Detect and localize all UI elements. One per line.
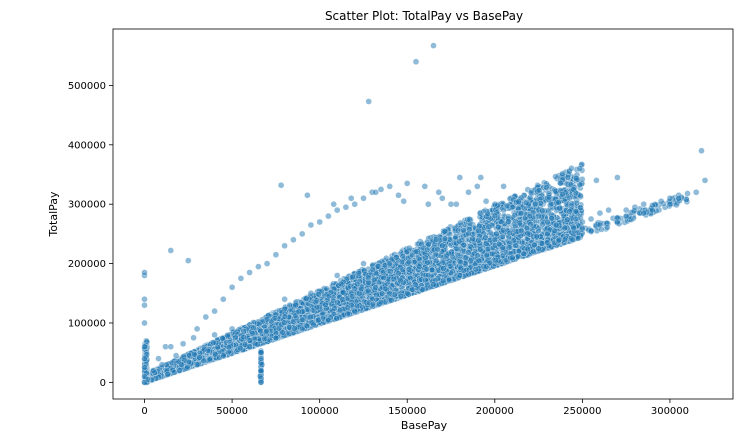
- points-layer: [141, 42, 709, 386]
- data-point: [552, 173, 559, 180]
- chart-title: Scatter Plot: TotalPay vs BasePay: [325, 9, 523, 23]
- data-point: [568, 165, 575, 172]
